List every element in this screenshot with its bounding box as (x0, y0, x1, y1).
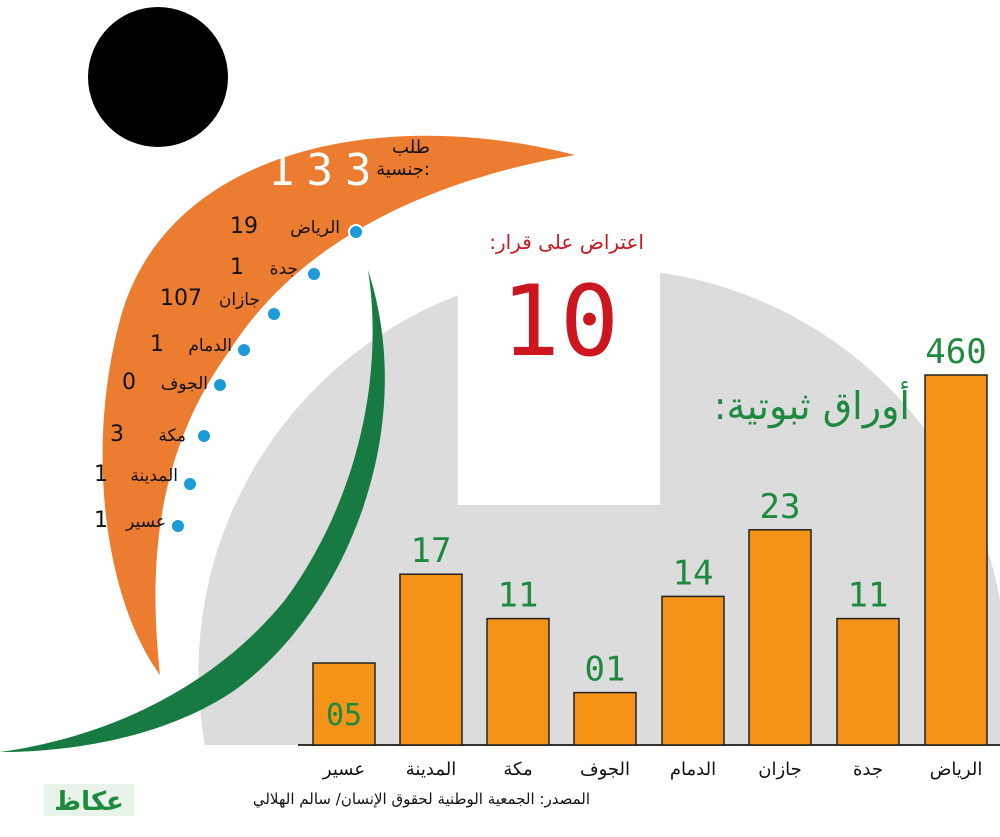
complaint-city-name: الرياض (290, 218, 340, 238)
objection-panel (458, 210, 660, 505)
bar (399, 573, 463, 746)
bar (312, 662, 376, 746)
nationality-value: 133 (268, 145, 384, 196)
nationality-label-line2: جنسية: (376, 159, 430, 180)
green-crescent (0, 270, 385, 752)
complaint-city-value: 107 (160, 286, 202, 311)
logo-text: عكاظ (54, 787, 124, 817)
complaint-city-name: جدة (269, 259, 298, 279)
complaint-city-value: 19 (230, 214, 258, 239)
bar-value-label: 14 (673, 553, 714, 593)
category-label: مكة (503, 759, 532, 780)
complaint-city-name: المدينة (130, 466, 178, 486)
bar-value-label: 460 (925, 332, 986, 372)
nationality-label: طلب جنسية: (360, 137, 430, 181)
bar (836, 617, 900, 746)
bar (748, 529, 812, 746)
bar (573, 691, 637, 746)
complaint-city-name: عسير (126, 512, 166, 532)
city-dot (170, 518, 186, 534)
complaint-city-value: 1 (150, 332, 164, 357)
complaint-city-value: 0 (122, 370, 136, 395)
city-dot (212, 377, 228, 393)
black-circle (88, 7, 228, 147)
category-label: المدينة (406, 759, 456, 780)
city-dot (266, 306, 282, 322)
bar-value-label: 11 (848, 576, 889, 616)
bar-value-label: 17 (411, 531, 452, 571)
chart-title: أوراق ثبوتية: (713, 384, 910, 428)
complaint-city-value: 1 (94, 462, 108, 487)
city-dot (236, 342, 252, 358)
city-dot (306, 266, 322, 282)
objection-value: 10 (500, 265, 619, 379)
complaint-city-value: 1 (230, 255, 244, 280)
city-dot (348, 224, 364, 240)
category-label: الدمام (670, 759, 716, 780)
bar-value-label: 11 (498, 576, 539, 616)
complaint-city-name: الدمام (188, 336, 232, 356)
source-credit: المصدر: الجمعية الوطنية لحقوق الإنسان/ س… (252, 790, 590, 808)
complaint-city-value: 1 (94, 508, 108, 533)
bar (924, 374, 988, 746)
complaint-city-value: 3 (110, 422, 124, 447)
orange-crescent (102, 135, 575, 676)
bar (486, 617, 550, 746)
complaint-city-name: جازان (218, 290, 260, 310)
okaz-logo: عكاظ (44, 780, 134, 820)
objection-label: اعتراض على قرار: (489, 230, 644, 254)
nationality-label-line1: طلب (392, 137, 430, 158)
complaint-city-name: مكة (158, 426, 186, 446)
category-label: الرياض (930, 759, 983, 780)
category-label: جازان (758, 759, 802, 780)
bar-value-label: 05 (326, 698, 362, 733)
category-label: الجوف (580, 759, 630, 780)
city-dot (196, 428, 212, 444)
bar (661, 595, 725, 746)
city-dot (182, 476, 198, 492)
category-label: عسير (322, 759, 365, 780)
bar-value-label: 23 (760, 487, 801, 527)
category-label: جدة (853, 759, 883, 780)
complaint-city-name: الجوف (160, 374, 208, 394)
bar-value-label: 01 (585, 650, 626, 690)
